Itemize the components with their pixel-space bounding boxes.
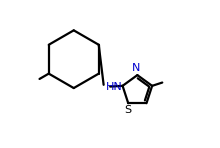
Text: HN: HN	[106, 82, 123, 92]
Text: S: S	[124, 105, 132, 115]
Text: N: N	[132, 63, 140, 73]
